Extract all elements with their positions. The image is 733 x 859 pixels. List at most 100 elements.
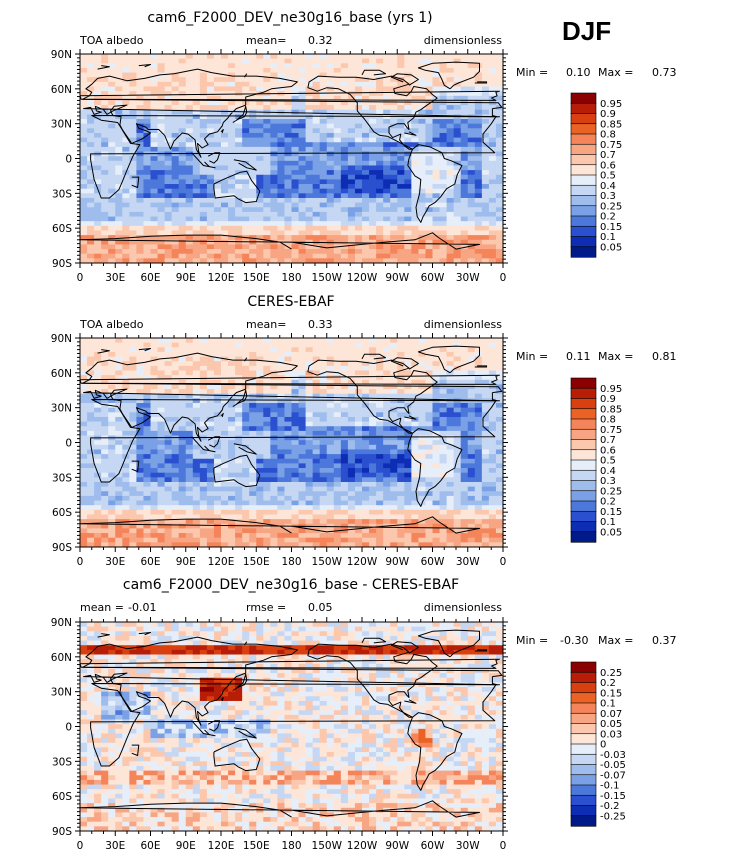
grid-cell bbox=[213, 86, 222, 92]
grid-cell bbox=[213, 95, 222, 102]
grid-cell bbox=[129, 426, 137, 432]
grid-cell bbox=[122, 351, 130, 358]
grid-cell bbox=[213, 430, 222, 437]
grid-cell bbox=[418, 407, 427, 413]
grid-cell bbox=[298, 67, 307, 74]
grid-cell bbox=[256, 338, 264, 344]
grid-cell bbox=[453, 81, 462, 88]
grid-cell bbox=[460, 403, 469, 409]
grid-cell bbox=[157, 123, 166, 129]
grid-cell bbox=[122, 249, 130, 255]
grid-cell bbox=[270, 435, 278, 441]
grid-cell bbox=[333, 486, 342, 492]
grid-cell bbox=[376, 137, 384, 143]
grid-cell bbox=[369, 165, 377, 171]
grid-cell bbox=[376, 454, 384, 460]
grid-cell bbox=[228, 137, 236, 143]
grid-cell bbox=[129, 193, 137, 199]
grid-cell bbox=[326, 481, 335, 488]
grid-cell bbox=[199, 207, 208, 213]
grid-cell bbox=[305, 486, 314, 492]
grid-cell bbox=[312, 375, 321, 381]
grid-cell bbox=[284, 472, 293, 478]
grid-cell bbox=[467, 463, 476, 469]
grid-cell bbox=[305, 253, 314, 259]
grid-cell bbox=[319, 365, 328, 372]
grid-cell bbox=[129, 184, 137, 190]
grid-cell bbox=[94, 249, 102, 255]
grid-cell bbox=[488, 468, 497, 474]
colorbar-label: 0.75 bbox=[600, 140, 622, 151]
grid-cell bbox=[397, 142, 405, 148]
grid-cell bbox=[192, 151, 201, 157]
grid-cell bbox=[488, 146, 497, 153]
grid-cell bbox=[481, 193, 490, 199]
grid-cell bbox=[256, 384, 264, 390]
grid-cell bbox=[362, 100, 370, 106]
grid-cell bbox=[242, 403, 250, 409]
grid-cell bbox=[425, 123, 434, 129]
grid-cell bbox=[354, 463, 363, 469]
grid-cell bbox=[263, 105, 271, 111]
grid-cell bbox=[481, 91, 490, 97]
grid-cell bbox=[136, 463, 145, 469]
grid-cell bbox=[143, 221, 152, 227]
grid-cell bbox=[136, 91, 145, 97]
grid-cell bbox=[460, 379, 469, 386]
grid-cell bbox=[185, 105, 194, 111]
grid-cell bbox=[326, 435, 335, 441]
grid-cell bbox=[390, 440, 398, 446]
grid-cell bbox=[192, 444, 201, 451]
grid-cell bbox=[101, 170, 109, 176]
grid-cell bbox=[390, 468, 398, 474]
grid-cell bbox=[101, 454, 109, 460]
grid-cell bbox=[143, 477, 152, 483]
grid-cell bbox=[87, 477, 95, 483]
grid-cell bbox=[192, 225, 201, 232]
grid-cell bbox=[171, 151, 180, 157]
grid-cell bbox=[101, 188, 109, 194]
grid-cell bbox=[488, 170, 497, 176]
grid-cell bbox=[221, 146, 229, 153]
panel-title: cam6_F2000_DEV_ne30g16_base (yrs 1) bbox=[147, 10, 432, 26]
grid-cell bbox=[101, 184, 109, 190]
grid-cell bbox=[122, 347, 130, 353]
grid-cell bbox=[390, 170, 398, 176]
grid-cell bbox=[185, 426, 194, 432]
grid-cell bbox=[376, 365, 384, 372]
grid-cell bbox=[242, 132, 250, 139]
grid-cell bbox=[284, 184, 293, 190]
grid-cell bbox=[390, 351, 398, 358]
grid-cell bbox=[277, 184, 286, 190]
grid-cell bbox=[432, 193, 441, 199]
grid-cell bbox=[206, 63, 215, 69]
grid-cell bbox=[228, 170, 236, 176]
grid-cell bbox=[150, 239, 159, 246]
grid-cell bbox=[354, 197, 363, 204]
grid-cell bbox=[122, 77, 130, 83]
grid-cell bbox=[397, 244, 405, 250]
grid-cell bbox=[432, 370, 441, 376]
grid-cell bbox=[136, 458, 145, 464]
grid-cell bbox=[108, 379, 116, 386]
grid-cell bbox=[453, 458, 462, 464]
grid-cell bbox=[369, 184, 377, 190]
grid-cell bbox=[94, 458, 102, 464]
grid-cell bbox=[432, 258, 441, 263]
grid-cell bbox=[369, 170, 377, 176]
grid-cell bbox=[467, 146, 476, 153]
grid-cell bbox=[94, 77, 102, 83]
grid-cell bbox=[319, 197, 328, 204]
grid-cell bbox=[221, 239, 229, 246]
grid-cell bbox=[249, 421, 257, 427]
grid-cell bbox=[87, 481, 95, 488]
grid-cell bbox=[383, 142, 391, 148]
grid-cell bbox=[347, 63, 356, 69]
grid-cell bbox=[206, 95, 215, 102]
grid-cell bbox=[263, 216, 271, 222]
grid-cell bbox=[460, 458, 469, 464]
grid-cell bbox=[369, 160, 377, 167]
grid-cell bbox=[94, 430, 102, 437]
grid-cell bbox=[87, 193, 95, 199]
grid-cell bbox=[136, 440, 145, 446]
